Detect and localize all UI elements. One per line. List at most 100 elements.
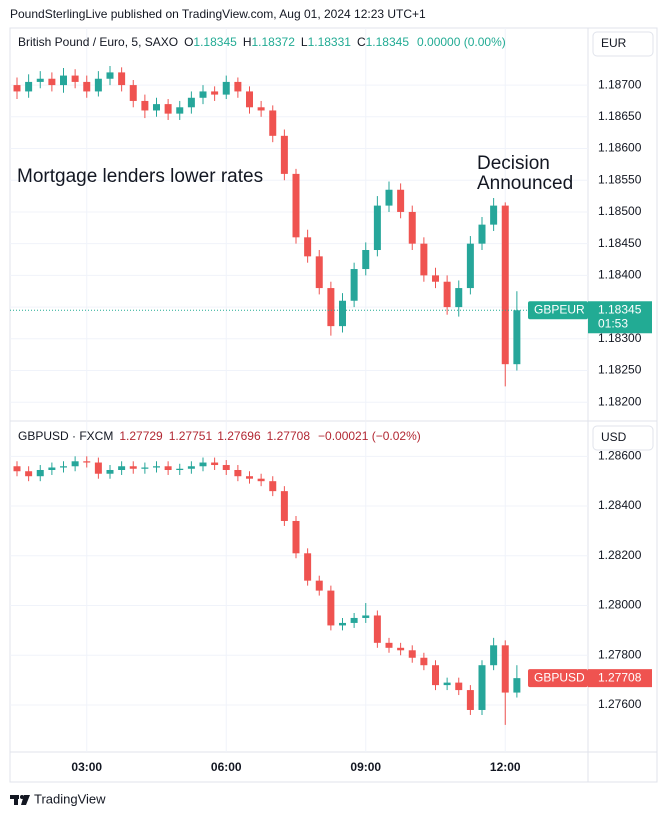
candle-body (129, 85, 137, 101)
y-tick-label: 1.18300 (598, 331, 642, 345)
candle-body (455, 288, 463, 308)
candle-body (397, 189, 405, 212)
candle-body (106, 469, 114, 474)
candle-body (327, 288, 335, 327)
legend-key: O (184, 35, 193, 49)
legend-key: C (357, 35, 366, 49)
y-tick-label: 1.18700 (598, 77, 642, 91)
candle-body (501, 205, 509, 365)
symbol-name: British Pound / Euro, 5, SAXO (18, 35, 178, 49)
candle-body (83, 81, 91, 92)
candle-body (187, 466, 195, 469)
price-tag-symbol: GBPEUR (534, 302, 585, 316)
candle-body (292, 173, 300, 238)
candle-body (304, 237, 312, 257)
candle-body (141, 467, 149, 469)
candle-body (350, 269, 358, 301)
candle-body (71, 75, 79, 82)
currency-box (592, 425, 654, 451)
y-tick-label: 1.28400 (598, 498, 642, 512)
candle-body (199, 91, 207, 98)
candle-body (118, 466, 126, 470)
legend-key: H (243, 35, 252, 49)
candle-body (48, 78, 56, 86)
legend-change: −0.00021 (−0.02%) (318, 429, 421, 443)
candle-body (490, 645, 498, 666)
y-tick-label: 1.28600 (598, 448, 642, 462)
candle-body (141, 100, 149, 111)
candle-body (71, 461, 79, 467)
annotation: Decision (477, 153, 550, 174)
y-tick-label: 1.27800 (598, 647, 642, 661)
candle-body (164, 466, 172, 470)
y-tick-label: 1.18650 (598, 109, 642, 123)
chart-frame (9, 27, 658, 783)
candle-body (315, 580, 323, 591)
y-tick-label: 1.28200 (598, 548, 642, 562)
candle-body (478, 665, 486, 710)
candle-body (420, 657, 428, 666)
candle-body (176, 468, 184, 470)
candle-body (13, 466, 21, 472)
candle-body (466, 243, 474, 289)
candle-body (501, 645, 509, 693)
candle-body (339, 300, 346, 327)
candle-body (25, 81, 33, 92)
candle-body (513, 678, 521, 693)
candle-body (94, 78, 102, 92)
price-tag-bg (588, 301, 652, 334)
currency-label: USD (601, 430, 627, 444)
legend-value: 1.27708 (267, 429, 311, 443)
y-tick-label: 1.18550 (598, 172, 642, 186)
candle-body (327, 590, 335, 626)
candle-body (339, 622, 346, 626)
price-tag-value: 1.27708 (598, 670, 642, 684)
candle-body (408, 211, 416, 244)
candle-body (246, 476, 253, 479)
candle-body (164, 104, 172, 114)
publish-header: PoundSterlingLive published on TradingVi… (10, 7, 426, 21)
footer-brand: TradingView (34, 791, 106, 806)
candle-body (478, 224, 486, 244)
candle-body (257, 478, 265, 482)
y-tick-label: 1.28000 (598, 598, 642, 612)
candle-body (199, 462, 207, 467)
price-tag-symbol-bg (528, 669, 588, 688)
candle-body (280, 135, 288, 174)
legend-value: 1.27696 (217, 429, 261, 443)
candle-body (60, 75, 67, 86)
candle-body (48, 467, 56, 470)
candle-body (385, 189, 393, 206)
legend-value: 1.18345 (366, 35, 410, 49)
candle-body (385, 642, 393, 648)
legend: GBPUSD · FXCM 1.27729 1.27751 1.27696 1.2770… (18, 429, 421, 443)
candle-body (304, 553, 312, 581)
price-tag-countdown: 01:53 (598, 316, 628, 330)
candle-body (455, 682, 463, 691)
candle-body (350, 617, 358, 623)
candle-body (211, 462, 219, 466)
candle-body (269, 110, 277, 136)
symbol-name: GBPUSD · FXCM (18, 429, 113, 443)
candle-body (176, 107, 184, 114)
candle-body (234, 81, 242, 92)
candle-body (490, 205, 498, 225)
currency-label: EUR (601, 36, 627, 50)
price-tag-bg (588, 669, 652, 688)
candle-body (36, 78, 44, 82)
currency-box (592, 31, 654, 57)
tradingview-logo (10, 795, 30, 805)
candle-body (13, 85, 21, 92)
y-tick-label: 1.18500 (598, 204, 642, 218)
candle-body (373, 205, 381, 251)
x-tick-label: 12:00 (490, 760, 521, 774)
legend-key: L (301, 35, 308, 49)
candle-body (513, 310, 521, 365)
candle-body (397, 647, 405, 651)
candle-body (246, 91, 253, 108)
y-tick-label: 1.27600 (598, 697, 642, 711)
candle-body (94, 462, 102, 474)
candle-body (187, 97, 195, 108)
legend-change: 0.00000 (0.00%) (417, 35, 506, 49)
